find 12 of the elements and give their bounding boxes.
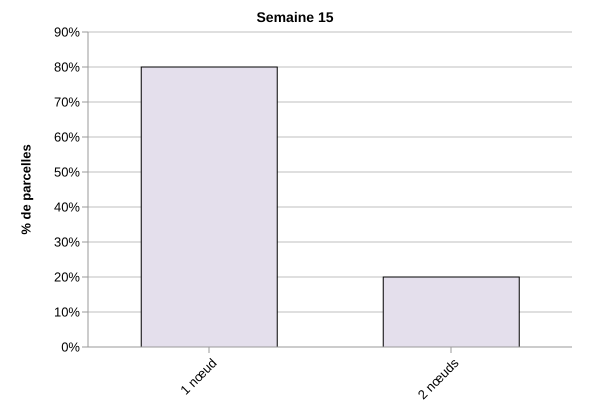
- y-tick-label: 10%: [54, 304, 80, 320]
- chart-title: Semaine 15: [255, 8, 335, 26]
- y-tick-label: 20%: [54, 270, 80, 285]
- y-tick-label: 90%: [54, 24, 80, 40]
- y-tick-label: 50%: [54, 164, 80, 180]
- y-tick-label: 40%: [54, 200, 80, 215]
- y-tick-label: 70%: [54, 94, 80, 110]
- y-tick-label: 60%: [54, 130, 80, 145]
- y-tick-label: 80%: [54, 60, 80, 75]
- y-tick-label: 0%: [61, 340, 80, 355]
- y-axis-title: % de parcelles: [18, 144, 34, 235]
- y-tick-label: 30%: [54, 234, 80, 250]
